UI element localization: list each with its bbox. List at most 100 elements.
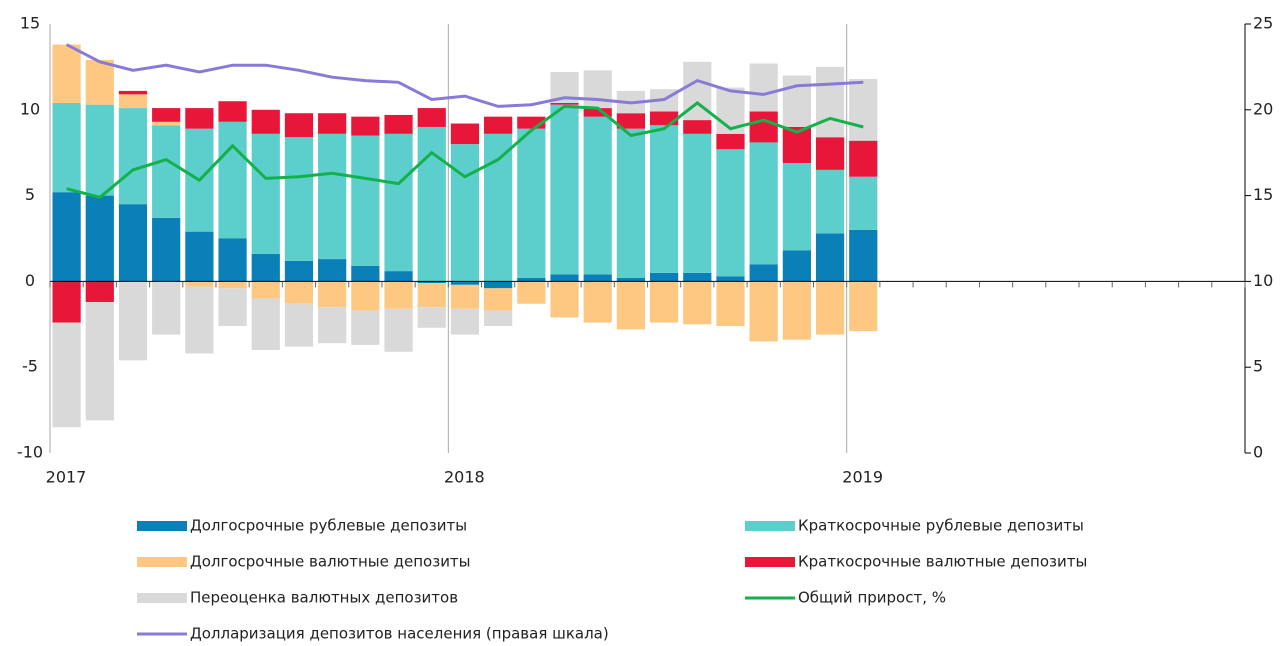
bar-segment [815,281,845,335]
bar-segment [849,140,878,177]
bar-segment [284,137,314,261]
bar-segment [384,133,413,272]
y2-tick-label: 15 [1253,185,1273,204]
legend-label: Долгосрочные рублевые депозиты [190,517,467,535]
bar-segment [749,63,778,112]
x-tick-label: 2019 [842,468,883,487]
bar-segment [351,135,380,266]
bar-segment [616,277,646,282]
bar-segment [484,116,513,134]
bar-segment [251,298,280,351]
bar-segment [417,281,446,284]
bar-segment [251,253,280,282]
bar-segment [284,303,314,347]
bar-segment [616,128,646,278]
bar-segment [384,308,413,352]
bar-segment [284,260,314,282]
bar-segment [716,149,745,277]
bar-segment [450,123,480,145]
bar-segment [450,284,480,309]
bar-segment [815,169,845,234]
bar-segment [118,281,148,361]
bar-segment [118,94,148,109]
bar-segment [318,259,347,282]
bar-segment [85,301,114,421]
bar-segment [118,90,148,95]
bar-segment [52,44,81,103]
line-series [66,101,864,199]
legend-label: Краткосрочные валютные депозиты [798,553,1087,571]
bar-segment [815,233,845,282]
bar-segment [749,264,778,282]
bar-segment [185,281,214,287]
bar-segment [351,310,380,345]
x-tick-label: 2017 [46,468,87,487]
bar-segment [550,104,579,275]
bar-segment [484,288,513,311]
bar-segment [484,310,513,327]
y2-tick-label: 10 [1253,271,1273,290]
bar-segment [849,229,878,282]
bar-segment [649,281,679,323]
bar-segment [550,281,579,318]
bar-segment [85,104,114,196]
bar-segment [251,133,280,254]
bar-segment [351,281,380,311]
legend-label: Общий прирост, % [798,589,946,607]
bar-segment [550,102,579,105]
legend-swatch [137,557,187,567]
bar-segment [152,121,181,126]
bar-segment [849,281,878,332]
bar-segment [716,281,745,327]
bar-segment [417,283,446,308]
bar-segment [185,286,214,354]
bar-segment [649,272,679,282]
bar-segment [384,281,413,309]
bar-segment [52,322,81,428]
bar-segment [749,111,778,143]
bar-segment [384,271,413,282]
bar-segment [583,70,612,109]
y-tick-label: 0 [25,271,35,290]
x-tick-label: 2018 [444,468,485,487]
bar-segment [815,66,845,138]
bar-segment [318,133,347,260]
bar-segment [616,113,646,129]
y2-tick-label: 5 [1253,357,1263,376]
bar-segment [815,137,845,170]
bar-segment [484,133,513,282]
legend-label: Долгосрочные валютные депозиты [190,553,471,571]
bar-segment [284,113,314,138]
bar-segment [683,272,712,282]
bar-segment [683,281,712,325]
bar-segment [417,307,446,328]
bar-segment [517,277,546,282]
legend-label: Долларизация депозитов населения (правая… [190,625,609,643]
bar-segment [185,231,214,282]
bar-segment [782,75,811,127]
bar-segment [318,307,347,344]
bar-segment [351,116,380,136]
bar-segment [351,265,380,282]
bar-segment [185,108,214,129]
bar-segment [517,128,546,278]
bar-segment [782,162,811,251]
y2-tick-label: 25 [1253,14,1273,33]
y-tick-label: -5 [22,357,38,376]
bar-segment [251,281,280,299]
bar-segment [152,281,181,335]
bar-segment [85,195,114,282]
bar-segment [152,108,181,122]
bar-segment [649,125,679,273]
bar-segment [152,125,181,218]
y2-tick-label: 0 [1253,443,1263,462]
legend-swatch [137,521,187,531]
legend-swatch [745,521,795,531]
bar-segment [284,281,314,304]
legend-label: Краткосрочные рублевые депозиты [798,517,1084,535]
y-tick-label: 15 [20,14,40,33]
legend-label: Переоценка валютных депозитов [190,589,458,607]
bar-segment [318,281,347,308]
bar-segment [450,144,480,282]
